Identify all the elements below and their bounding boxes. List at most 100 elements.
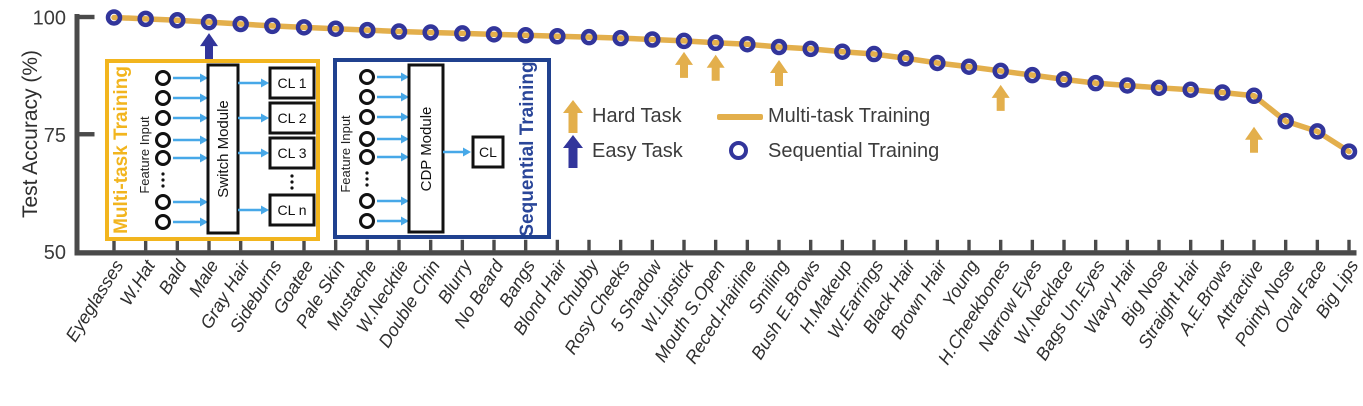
flow-arrow-icon [401, 152, 409, 162]
y-axis-title: Test Accuracy (%) [19, 49, 42, 219]
x-tick [1157, 239, 1161, 251]
sequential-marker [1277, 112, 1294, 130]
easy-task-label: Easy Task [592, 140, 683, 162]
sequential-marker [675, 32, 693, 50]
x-tick [523, 239, 528, 251]
input-node [155, 132, 171, 148]
x-tick [333, 239, 338, 251]
input-node [155, 214, 171, 230]
x-tick [935, 239, 940, 251]
legend-easy-task: Easy Task [592, 140, 683, 163]
input-node [155, 90, 171, 106]
sequential-marker [517, 27, 534, 44]
y-tick [79, 14, 95, 20]
classifier-label: CL 2 [277, 110, 306, 126]
sequential-marker [485, 26, 503, 43]
flow-arrow-icon [200, 197, 208, 207]
x-tick [1125, 239, 1130, 251]
hard-task-arrow [770, 60, 789, 87]
multitask-input-nodes [155, 70, 171, 230]
sequential-marker [1309, 123, 1326, 140]
sequential-label: Sequential Training [768, 140, 940, 162]
sequential-inset: Feature Input [333, 58, 551, 239]
input-node [359, 213, 375, 229]
input-node [155, 110, 171, 126]
x-tick [872, 239, 876, 251]
x-tick [1252, 239, 1256, 251]
output-arrows [238, 78, 269, 215]
x-tick [777, 239, 781, 251]
input-node [359, 69, 375, 85]
hard-task-arrow-icon [563, 100, 583, 133]
sequential-marker [960, 58, 978, 75]
ellipsis-dot [365, 177, 369, 181]
sequential-marker [264, 17, 281, 35]
x-category-label: Eyeglasses [62, 257, 128, 346]
cdp-module-label: CDP Module [418, 107, 435, 192]
sequential-marker [770, 38, 788, 56]
cdp-module-box [407, 63, 445, 234]
x-tick [428, 239, 433, 251]
sequential-marker [612, 29, 629, 47]
x-tick [745, 239, 750, 251]
sequential-marker [1182, 81, 1199, 98]
legend-multitask: Multi-task Training [768, 105, 930, 128]
ellipsis-dot [290, 174, 294, 178]
y-tick-label: 75 [44, 125, 66, 147]
sequential-marker [422, 24, 439, 41]
classifier-label: CL 3 [277, 145, 306, 161]
classifier-label: CL n [277, 202, 306, 218]
sequential-marker [739, 35, 756, 53]
x-axis-line [74, 250, 1357, 256]
hard-task-arrow [675, 51, 694, 78]
ellipsis-dot [290, 186, 294, 190]
sequential-marker [1245, 87, 1263, 105]
sequential-marker [802, 40, 819, 58]
input-node [359, 109, 375, 125]
input-node [359, 149, 375, 165]
sequential-marker [1340, 143, 1358, 160]
x-tick [1093, 239, 1098, 251]
sequential-marker [1055, 71, 1073, 88]
classifier-box [268, 136, 316, 170]
input-arrows [173, 76, 200, 224]
x-tick [302, 239, 306, 251]
sequential-marker [929, 54, 946, 72]
flow-arrow-icon [200, 93, 208, 103]
sequential-marker [580, 28, 598, 46]
sequential-marker [992, 62, 1009, 80]
flow-arrow-icon [401, 112, 409, 122]
x-tick [397, 239, 401, 251]
input-arrowheads [401, 72, 409, 226]
ellipsis-dot [290, 180, 294, 184]
multitask-line-swatch [717, 114, 763, 120]
input-arrowheads [200, 73, 208, 227]
ellipsis-dot [365, 171, 369, 175]
x-tick [143, 239, 148, 251]
multitask-feature-input-label: Feature Input [137, 116, 152, 194]
switch-module-box [206, 63, 240, 235]
sequential-marker [454, 25, 471, 42]
x-tick [618, 239, 623, 251]
flow-arrow-icon [200, 217, 208, 227]
x-tick [238, 239, 243, 251]
sequential-marker [707, 34, 724, 52]
x-tick [207, 239, 211, 251]
x-tick [903, 239, 908, 251]
sequential-marker [232, 15, 249, 33]
sequential-marker [1150, 79, 1168, 97]
sequential-marker [359, 21, 376, 39]
classifier-box [268, 193, 316, 227]
flow-arrow-icon [401, 196, 409, 206]
switch-module-label: Switch Module [215, 100, 232, 198]
input-node [359, 193, 375, 209]
sequential-input-nodes [359, 69, 375, 229]
sequential-marker [327, 20, 344, 37]
x-tick [840, 239, 845, 251]
sequential-marker [200, 13, 218, 31]
x-tick [1062, 239, 1066, 251]
sequential-marker [549, 27, 566, 45]
x-tick [998, 239, 1003, 251]
x-tick [555, 239, 560, 251]
input-node [359, 89, 375, 105]
